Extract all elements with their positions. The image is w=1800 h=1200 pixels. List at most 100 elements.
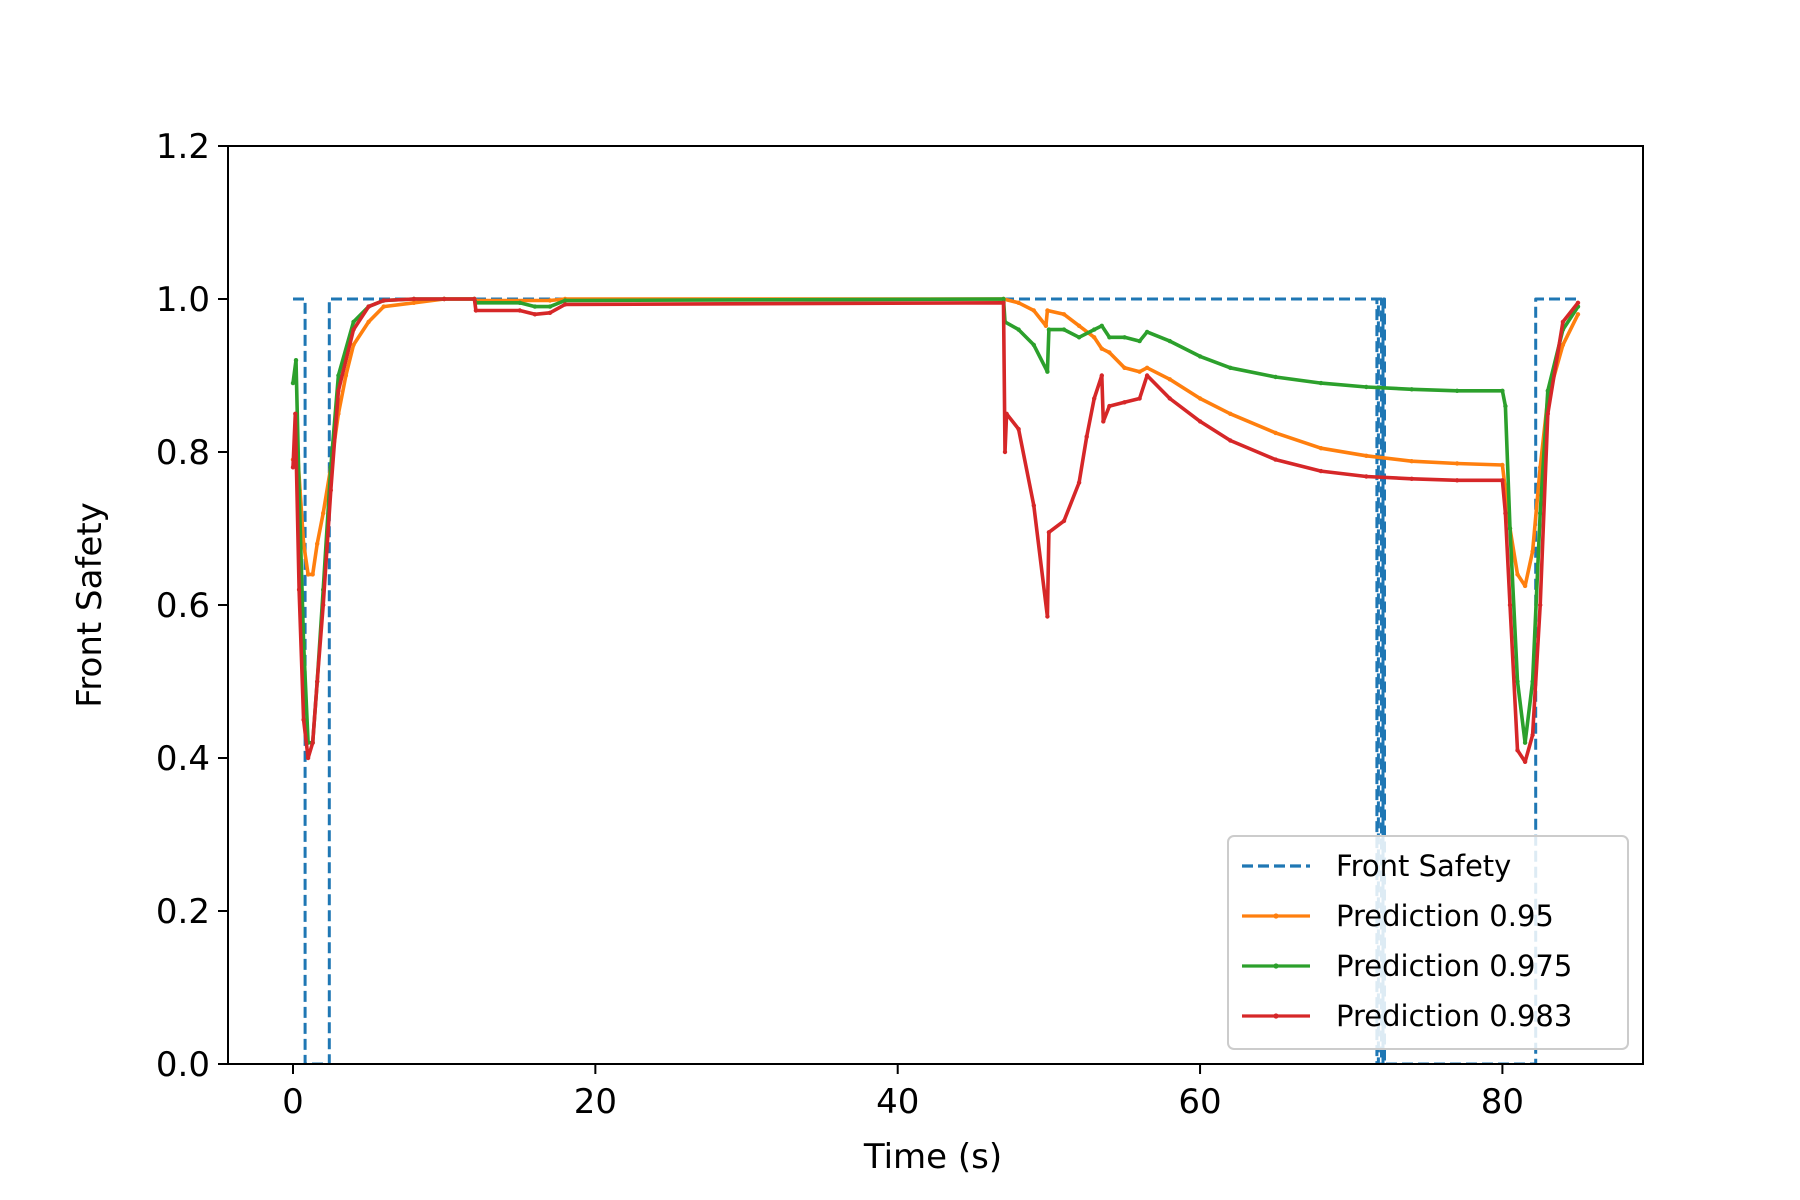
data-point: [1107, 403, 1112, 409]
data-point: [547, 304, 553, 309]
data-point: [1522, 740, 1528, 745]
data-point: [1144, 373, 1150, 378]
data-point: [351, 342, 356, 348]
data-point: [442, 296, 447, 302]
series-line-prediction-0-95: [291, 297, 1580, 588]
data-point: [1046, 530, 1052, 535]
data-point: [1197, 396, 1203, 401]
data-point: [1530, 679, 1535, 684]
data-point: [1454, 388, 1460, 393]
data-point: [1092, 396, 1097, 401]
data-point: [1545, 411, 1551, 416]
data-point: [1364, 384, 1369, 390]
data-point: [532, 312, 538, 317]
data-point: [1002, 449, 1008, 455]
data-point: [1560, 319, 1566, 325]
data-point: [1122, 335, 1127, 340]
data-point: [1500, 388, 1505, 393]
data-point: [1122, 365, 1127, 370]
data-point: [1575, 312, 1581, 317]
data-point: [1538, 602, 1543, 608]
data-point: [1228, 411, 1233, 416]
data-point: [321, 511, 326, 516]
data-point: [310, 740, 315, 745]
y-tick-label: 0.2: [156, 892, 210, 932]
data-point: [1507, 526, 1513, 531]
data-point: [336, 373, 341, 378]
data-point: [315, 679, 320, 684]
legend-label: Front Safety: [1336, 849, 1511, 883]
data-point: [1515, 748, 1520, 753]
data-point: [547, 310, 553, 315]
data-point: [473, 308, 479, 313]
data-point: [328, 488, 333, 493]
data-point: [562, 302, 568, 307]
y-tick-label: 1.0: [156, 280, 210, 320]
data-point: [296, 587, 302, 592]
data-point: [1076, 323, 1082, 328]
data-point: [366, 304, 371, 309]
y-tick-label: 0.6: [156, 586, 210, 626]
data-point: [1031, 342, 1037, 348]
x-tick-label: 80: [1481, 1082, 1524, 1122]
data-point: [1004, 411, 1009, 416]
data-point: [1522, 583, 1528, 589]
data-point: [1530, 549, 1535, 554]
data-point: [1016, 426, 1021, 432]
data-point: [290, 380, 296, 386]
data-point: [1197, 354, 1203, 359]
data-point: [1046, 327, 1052, 332]
data-point: [1031, 308, 1037, 313]
data-point: [1228, 365, 1233, 370]
axes-layer: 0 20 40 60 80 0.0 0.2 0.4 0.6 0.8 1.0 1.2: [156, 127, 1644, 1122]
data-point: [336, 388, 341, 393]
data-point: [1099, 373, 1105, 378]
data-point: [1144, 365, 1150, 370]
data-point: [1144, 329, 1150, 335]
data-point: [1500, 478, 1505, 483]
data-point: [1031, 503, 1037, 508]
data-point: [1364, 453, 1369, 458]
data-point: [1101, 419, 1106, 424]
x-tick-label: 40: [876, 1082, 919, 1122]
data-point: [1045, 369, 1050, 374]
legend-marker: [1273, 1013, 1279, 1019]
legend-box: [1227, 835, 1629, 1050]
data-point: [547, 298, 553, 303]
data-point: [1061, 518, 1067, 524]
y-tick-label: 1.2: [156, 127, 210, 167]
legend-label: Prediction 0.983: [1336, 999, 1572, 1033]
data-point: [1137, 396, 1142, 401]
data-point: [1045, 308, 1050, 313]
data-point: [315, 541, 320, 546]
data-point: [1560, 342, 1566, 348]
y-axis-label: Front Safety: [70, 502, 110, 708]
x-tick-label: 60: [1178, 1082, 1221, 1122]
data-point: [301, 717, 306, 722]
data-point: [1318, 446, 1324, 451]
y-tick-label: 0.4: [156, 739, 210, 779]
data-point: [290, 465, 296, 470]
data-point: [1507, 602, 1513, 608]
data-point: [1318, 468, 1324, 474]
data-point: [1167, 377, 1173, 382]
data-point: [1061, 327, 1067, 332]
data-point: [293, 411, 298, 416]
data-point: [381, 304, 386, 309]
data-point: [1122, 400, 1127, 405]
x-axis-label: Time (s): [863, 1137, 1002, 1177]
data-point: [1545, 388, 1551, 393]
data-point: [1538, 511, 1543, 516]
data-point: [411, 296, 417, 302]
data-point: [1515, 679, 1520, 684]
data-point: [1076, 480, 1082, 485]
data-point: [1409, 459, 1414, 464]
legend-marker: [1273, 963, 1279, 969]
data-point: [562, 298, 568, 303]
data-point: [1107, 350, 1112, 355]
data-point: [1364, 474, 1369, 479]
data-point: [1043, 323, 1049, 328]
plot-layer: [290, 296, 1581, 1064]
data-point: [1167, 338, 1173, 344]
data-point: [1409, 387, 1414, 392]
